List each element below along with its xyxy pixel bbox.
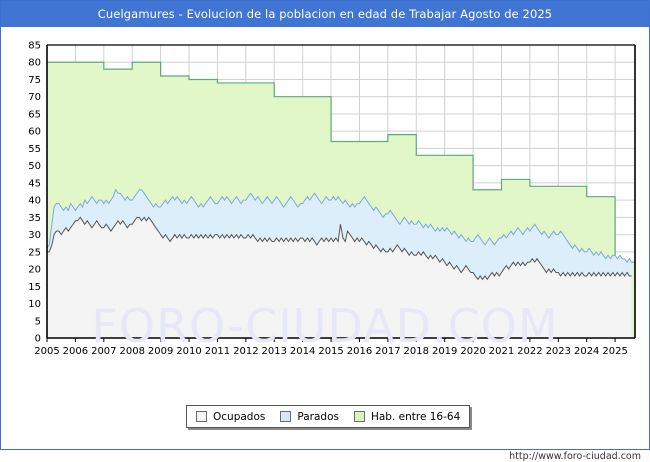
svg-text:85: 85 xyxy=(28,41,41,52)
legend-item-parados: Parados xyxy=(280,411,339,423)
svg-text:75: 75 xyxy=(28,75,41,86)
svg-text:0: 0 xyxy=(35,334,41,345)
svg-text:70: 70 xyxy=(28,92,41,103)
svg-text:2013: 2013 xyxy=(262,346,287,357)
svg-text:35: 35 xyxy=(28,213,41,224)
svg-text:20: 20 xyxy=(28,265,41,276)
svg-text:2014: 2014 xyxy=(290,346,315,357)
svg-text:2005: 2005 xyxy=(34,346,59,357)
svg-text:2020: 2020 xyxy=(460,346,485,357)
svg-text:2010: 2010 xyxy=(176,346,201,357)
legend-label-habitantes: Hab. entre 16-64 xyxy=(370,410,461,423)
svg-text:2009: 2009 xyxy=(148,346,173,357)
svg-text:2018: 2018 xyxy=(404,346,429,357)
svg-text:2022: 2022 xyxy=(517,346,542,357)
svg-text:65: 65 xyxy=(28,109,41,120)
svg-text:2008: 2008 xyxy=(119,346,144,357)
svg-text:10: 10 xyxy=(28,299,41,310)
legend-swatch-habitantes xyxy=(353,411,365,422)
svg-text:2025: 2025 xyxy=(602,346,627,357)
svg-text:2024: 2024 xyxy=(574,346,599,357)
legend-label-ocupados: Ocupados xyxy=(213,410,266,423)
svg-text:2007: 2007 xyxy=(91,346,116,357)
svg-text:55: 55 xyxy=(28,144,41,155)
svg-text:30: 30 xyxy=(28,230,41,241)
chart-canvas: 0 5 10 15 20 25 30 35 40 45 50 55 60 65 70 75 80 85 2005 20… xyxy=(1,27,649,462)
svg-text:45: 45 xyxy=(28,178,41,189)
svg-text:2011: 2011 xyxy=(205,346,230,357)
source-url: http://www.foro-ciudad.com xyxy=(509,451,641,462)
svg-text:2017: 2017 xyxy=(375,346,400,357)
svg-text:2019: 2019 xyxy=(432,346,457,357)
legend-item-habitantes: Hab. entre 16-64 xyxy=(353,410,461,423)
svg-text:2021: 2021 xyxy=(489,346,514,357)
svg-text:15: 15 xyxy=(28,282,41,293)
svg-text:2012: 2012 xyxy=(233,346,258,357)
svg-text:60: 60 xyxy=(28,127,41,138)
svg-text:50: 50 xyxy=(28,161,41,172)
svg-text:2016: 2016 xyxy=(347,346,372,357)
legend-swatch-parados xyxy=(280,411,292,422)
svg-text:40: 40 xyxy=(28,196,41,207)
svg-text:2015: 2015 xyxy=(318,346,343,357)
chart-legend: Ocupados Parados Hab. entre 16-64 xyxy=(186,405,471,428)
title-bar: Cuelgamures - Evolucion de la poblacion … xyxy=(1,1,649,27)
svg-text:80: 80 xyxy=(28,58,41,69)
legend-item-ocupados: Ocupados xyxy=(196,411,265,423)
page-title: Cuelgamures - Evolucion de la poblacion … xyxy=(97,7,553,21)
svg-text:2023: 2023 xyxy=(546,346,571,357)
svg-text:5: 5 xyxy=(35,316,41,327)
legend-swatch-ocupados xyxy=(196,411,207,422)
svg-text:2006: 2006 xyxy=(63,346,88,357)
svg-text:25: 25 xyxy=(28,247,41,258)
legend-label-parados: Parados xyxy=(297,410,339,423)
